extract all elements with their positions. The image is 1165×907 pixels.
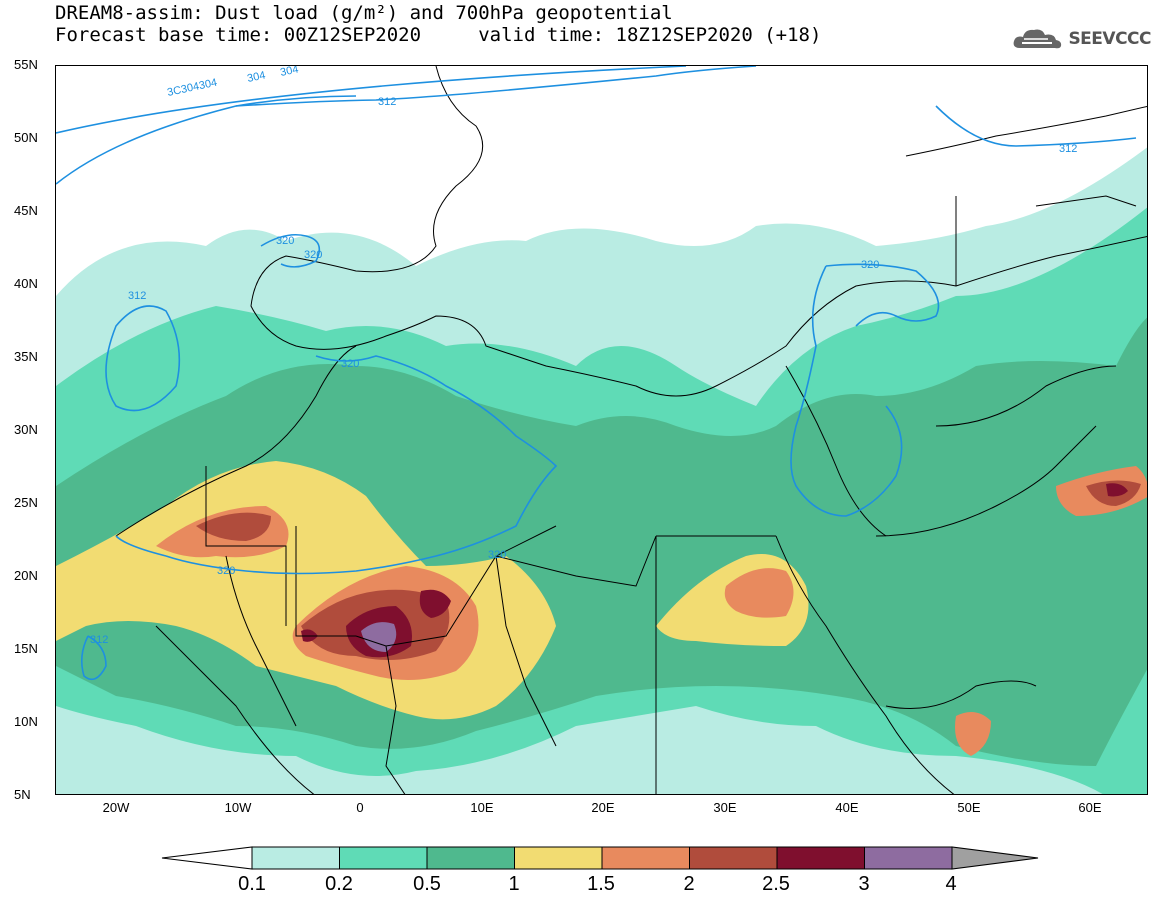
geopotential-contours xyxy=(56,66,1137,681)
x-tick-label: 20E xyxy=(591,800,615,815)
legend-label: 4 xyxy=(945,873,957,895)
dust-level-4 xyxy=(361,622,397,652)
contour-label: 320 xyxy=(861,259,879,271)
x-tick-label: 30E xyxy=(713,800,737,815)
contour-label: 312 xyxy=(378,96,396,108)
y-tick-label: 15N xyxy=(14,641,38,656)
x-tick-label: 50E xyxy=(957,800,981,815)
contour-label: 320 xyxy=(217,565,235,577)
map-title: DREAM8-assim: Dust load (g/m²) and 700hP… xyxy=(55,2,821,46)
colorbar-segment xyxy=(161,846,253,870)
colorbar-segment xyxy=(514,846,603,870)
legend-label: 0.1 xyxy=(238,873,266,895)
y-tick-label: 25N xyxy=(14,495,38,510)
x-tick-label: 10W xyxy=(224,800,252,815)
y-tick-label: 5N xyxy=(14,787,31,802)
y-tick-label: 30N xyxy=(14,422,38,437)
y-tick-label: 55N xyxy=(14,57,38,72)
y-tick-label: 10N xyxy=(14,714,38,729)
x-tick-label: 0 xyxy=(356,800,364,815)
colorbar-segment xyxy=(339,846,428,870)
map-canvas: 3C304304 304 304 312 320 320 312 320 320… xyxy=(56,66,1147,794)
legend-label: 2.5 xyxy=(762,873,790,895)
contour-label: 304 xyxy=(246,69,266,85)
legend-label: 2 xyxy=(683,873,695,895)
colorbar-segment xyxy=(689,846,778,870)
seevccc-logo: SEEVCCC xyxy=(1012,26,1151,52)
legend-label: 1.5 xyxy=(587,873,615,895)
y-tick-label: 20N xyxy=(14,568,38,583)
colorbar-segment xyxy=(426,846,515,870)
contour-label: 320 xyxy=(341,358,359,370)
legend-label: 0.2 xyxy=(325,873,353,895)
legend-label: 3 xyxy=(858,873,870,895)
title-line-1: DREAM8-assim: Dust load (g/m²) and 700hP… xyxy=(55,2,673,24)
contour-label: 320 xyxy=(304,249,322,261)
contour-label: 312 xyxy=(128,290,146,302)
contour-label: 312 xyxy=(90,634,108,646)
colorbar-segment xyxy=(251,846,340,870)
colorbar-svg xyxy=(161,846,1039,870)
contour-label: 320 xyxy=(276,235,294,247)
legend-label: 0.5 xyxy=(413,873,441,895)
colorbar-segment xyxy=(951,846,1039,870)
x-tick-label: 40E xyxy=(835,800,859,815)
contour-label: 312 xyxy=(1059,143,1077,155)
y-tick-label: 40N xyxy=(14,276,38,291)
x-tick-label: 60E xyxy=(1078,800,1102,815)
y-tick-label: 45N xyxy=(14,203,38,218)
cloud-icon xyxy=(1014,29,1062,49)
x-tick-label: 10E xyxy=(470,800,494,815)
x-tick-label: 20W xyxy=(102,800,130,815)
country-borders xyxy=(115,66,1147,794)
y-tick-label: 50N xyxy=(14,130,38,145)
contour-label: 320 xyxy=(488,549,506,561)
title-line-2: Forecast base time: 00Z12SEP2020 valid t… xyxy=(55,24,822,46)
y-tick-label: 35N xyxy=(14,349,38,364)
logo-text: SEEVCCC xyxy=(1068,29,1151,49)
dust-load-map: 3C304304 304 304 312 320 320 312 320 320… xyxy=(55,65,1148,795)
legend-colorbar xyxy=(160,845,1040,875)
colorbar-segment xyxy=(776,846,865,870)
legend-label: 1 xyxy=(508,873,520,895)
colorbar-segment xyxy=(864,846,953,870)
colorbar-segment xyxy=(601,846,690,870)
contour-label: 304 xyxy=(279,66,299,79)
